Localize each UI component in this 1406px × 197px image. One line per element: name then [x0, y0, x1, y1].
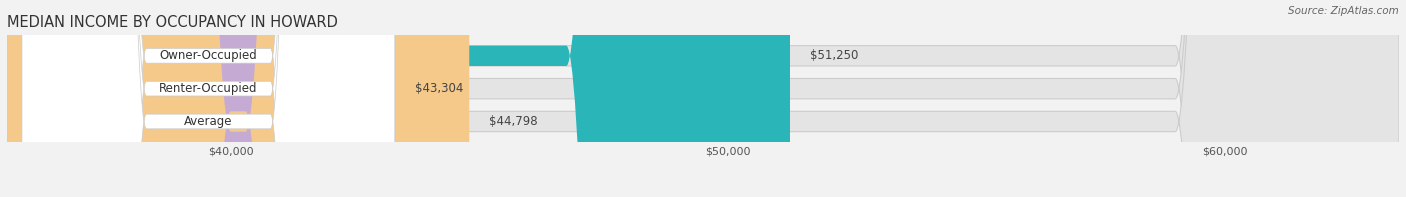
Text: Renter-Occupied: Renter-Occupied: [159, 82, 257, 95]
Text: Source: ZipAtlas.com: Source: ZipAtlas.com: [1288, 6, 1399, 16]
Text: MEDIAN INCOME BY OCCUPANCY IN HOWARD: MEDIAN INCOME BY OCCUPANCY IN HOWARD: [7, 15, 337, 30]
FancyBboxPatch shape: [7, 0, 1399, 197]
FancyBboxPatch shape: [7, 0, 395, 197]
FancyBboxPatch shape: [22, 0, 395, 197]
FancyBboxPatch shape: [7, 0, 1399, 197]
Text: $43,304: $43,304: [415, 82, 463, 95]
FancyBboxPatch shape: [22, 0, 395, 197]
FancyBboxPatch shape: [7, 0, 790, 197]
FancyBboxPatch shape: [7, 0, 1399, 197]
Text: $44,798: $44,798: [489, 115, 537, 128]
FancyBboxPatch shape: [22, 0, 395, 197]
Text: Average: Average: [184, 115, 232, 128]
FancyBboxPatch shape: [7, 0, 470, 197]
Text: $51,250: $51,250: [810, 49, 858, 62]
Text: Owner-Occupied: Owner-Occupied: [159, 49, 257, 62]
